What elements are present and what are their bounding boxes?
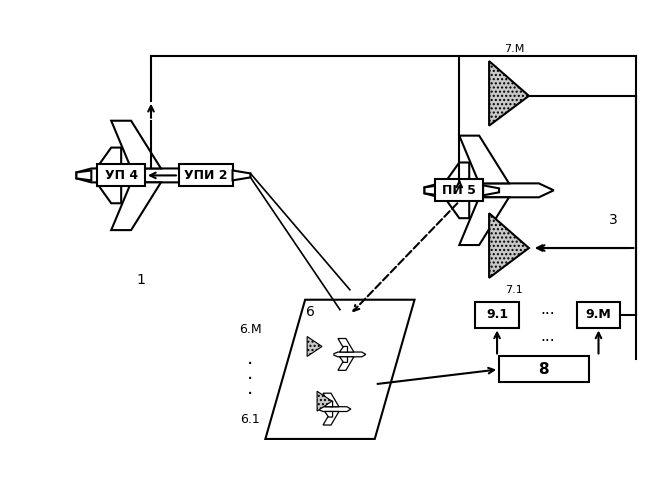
FancyBboxPatch shape	[97, 164, 145, 186]
Text: ПИ 5: ПИ 5	[442, 184, 476, 197]
Polygon shape	[97, 148, 121, 169]
Text: 8: 8	[539, 362, 549, 377]
Text: 7.М: 7.М	[504, 44, 524, 54]
FancyBboxPatch shape	[436, 180, 483, 202]
Polygon shape	[319, 406, 351, 412]
Polygon shape	[77, 168, 206, 182]
Text: УП 4: УП 4	[104, 169, 137, 182]
Polygon shape	[459, 136, 509, 184]
Text: ···: ···	[541, 307, 555, 322]
Polygon shape	[424, 186, 440, 196]
Text: 1: 1	[137, 273, 145, 287]
FancyBboxPatch shape	[499, 356, 588, 382]
Polygon shape	[77, 170, 91, 180]
Polygon shape	[317, 391, 332, 411]
Polygon shape	[340, 357, 348, 362]
Text: 9.М: 9.М	[586, 308, 611, 321]
Polygon shape	[323, 393, 339, 406]
Polygon shape	[325, 401, 332, 406]
Text: 6: 6	[305, 304, 315, 318]
Polygon shape	[334, 352, 366, 357]
Polygon shape	[338, 338, 354, 352]
Text: ·: ·	[247, 384, 254, 404]
Polygon shape	[489, 213, 529, 278]
Polygon shape	[325, 412, 332, 417]
Text: 3: 3	[609, 213, 618, 227]
Polygon shape	[444, 162, 469, 184]
Polygon shape	[265, 300, 414, 439]
Text: ···: ···	[541, 334, 555, 349]
Polygon shape	[233, 170, 251, 180]
Text: 7.1: 7.1	[505, 285, 523, 295]
Text: 6.М: 6.М	[239, 323, 262, 336]
Polygon shape	[97, 182, 121, 204]
Polygon shape	[111, 120, 161, 168]
Text: ·: ·	[247, 370, 254, 389]
Polygon shape	[483, 186, 499, 196]
Polygon shape	[489, 61, 529, 126]
Polygon shape	[444, 198, 469, 218]
Polygon shape	[340, 346, 348, 352]
Text: 9.1: 9.1	[486, 308, 508, 321]
Text: УПИ 2: УПИ 2	[184, 169, 227, 182]
Polygon shape	[338, 357, 354, 370]
FancyBboxPatch shape	[475, 302, 519, 328]
Polygon shape	[307, 336, 322, 356]
Text: 6.1: 6.1	[241, 412, 260, 426]
Polygon shape	[323, 412, 339, 425]
Text: ·: ·	[247, 355, 254, 374]
FancyBboxPatch shape	[576, 302, 621, 328]
Polygon shape	[459, 198, 509, 245]
Polygon shape	[424, 184, 554, 198]
FancyBboxPatch shape	[179, 164, 233, 186]
Polygon shape	[111, 182, 161, 230]
